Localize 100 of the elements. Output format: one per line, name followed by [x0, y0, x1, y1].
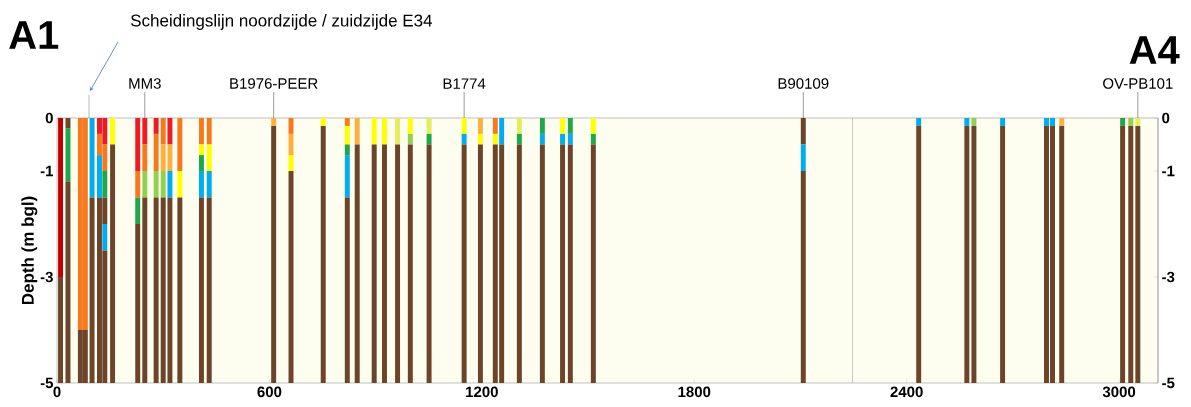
bar [567, 118, 573, 134]
y2-tick-label: -1 [1162, 165, 1175, 177]
bar [567, 133, 573, 145]
bar [82, 118, 88, 330]
bar [142, 118, 148, 145]
bar [560, 144, 566, 383]
bar [499, 118, 505, 145]
x-tick-label: 3000 [1102, 386, 1136, 398]
x-tick-label: 1800 [678, 386, 711, 398]
bar [477, 144, 483, 383]
bar [407, 144, 413, 383]
bar [964, 125, 970, 383]
bar [516, 133, 522, 145]
bar [65, 128, 71, 182]
bar [492, 133, 498, 145]
y-tick-label: 0 [45, 112, 53, 124]
bar [354, 118, 360, 145]
bar [461, 144, 467, 383]
bar [971, 125, 977, 383]
bar [1128, 118, 1134, 126]
text: A1 [9, 21, 59, 49]
bar [198, 197, 204, 383]
bar [110, 144, 116, 383]
bar [407, 118, 413, 134]
bar [1120, 118, 1126, 126]
text: Scheidingslijn noordzijde / zuidzijde E34 [130, 14, 433, 30]
bar [206, 144, 212, 171]
bar [198, 118, 204, 145]
bar [198, 171, 204, 198]
annotation: MM3 [129, 78, 161, 89]
bar [89, 197, 95, 383]
bar [142, 171, 148, 198]
bar [102, 224, 108, 251]
bar [177, 197, 183, 383]
bar [198, 155, 204, 171]
bar [271, 125, 277, 383]
annotation: B90109 [778, 78, 829, 89]
y-tick-label: -5 [40, 377, 54, 389]
bar [916, 118, 922, 126]
annotation: B1774 [443, 78, 486, 89]
y-axis-title: Depth (m bgl) [21, 196, 38, 305]
bar [461, 133, 467, 145]
bar [206, 197, 212, 383]
bar [135, 118, 141, 171]
bar [160, 118, 166, 145]
annotation: OV-PB101 [1103, 78, 1173, 89]
bar [371, 144, 377, 383]
text: A4 [1129, 36, 1180, 64]
bar [1059, 118, 1065, 126]
y2-tick-label: -3 [1162, 271, 1175, 283]
bar [160, 171, 166, 198]
x-tick-label: 600 [257, 386, 282, 398]
bar [344, 118, 350, 126]
bar [1120, 125, 1126, 383]
bar [177, 118, 183, 171]
bar [407, 133, 413, 145]
bar [971, 118, 977, 126]
bar [142, 197, 148, 383]
bar [198, 144, 204, 156]
bar [58, 118, 64, 277]
bar [110, 118, 116, 145]
bar [916, 125, 922, 383]
x-tick-label: 2400 [890, 386, 923, 398]
bar [590, 118, 596, 134]
bar [800, 144, 806, 171]
bar [560, 118, 566, 134]
bar [153, 171, 159, 198]
bar [1128, 125, 1134, 383]
bar [167, 118, 173, 145]
bar [354, 144, 360, 383]
bar [800, 171, 806, 383]
bar [344, 197, 350, 383]
bar [1135, 125, 1141, 383]
bar [395, 144, 401, 383]
bar [539, 133, 545, 145]
bar [1059, 125, 1065, 383]
bar [65, 181, 71, 383]
bar [381, 144, 387, 383]
bar [344, 144, 350, 156]
bar [177, 171, 183, 198]
bar [426, 133, 432, 145]
bar [206, 118, 212, 145]
bar [477, 133, 483, 145]
bar [516, 144, 522, 383]
bar [477, 118, 483, 134]
bar [964, 118, 970, 126]
bar [1000, 125, 1006, 383]
bar [1000, 118, 1006, 126]
bar [1135, 118, 1141, 126]
bar [206, 171, 212, 198]
bar [320, 118, 326, 126]
bar [567, 144, 573, 383]
bar [426, 144, 432, 383]
x-tick-label: 1200 [466, 386, 498, 398]
bar [271, 118, 277, 126]
annotation: B1976-PEER [230, 78, 318, 89]
bar [395, 118, 401, 145]
bar [344, 125, 350, 145]
bar [320, 125, 326, 383]
bar [461, 118, 467, 134]
